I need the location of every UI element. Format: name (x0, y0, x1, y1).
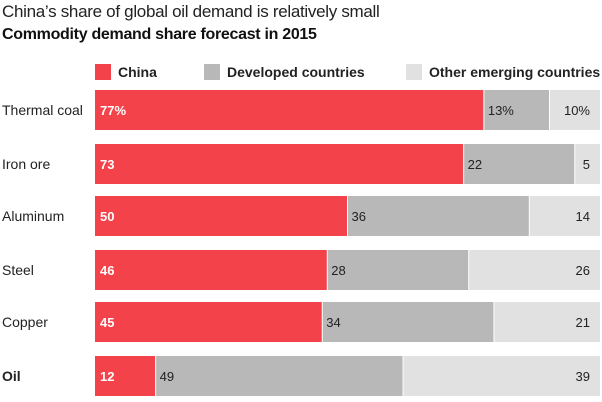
bar-segment-developed (322, 302, 494, 342)
bar-segment-developed (463, 144, 575, 184)
legend-swatch-other (406, 64, 422, 80)
legend-item-developed: Developed countries (204, 64, 365, 80)
bar-segment-other (493, 302, 600, 342)
data-label: 12 (100, 369, 114, 384)
bar-segment-china (95, 90, 484, 130)
bar-segment-developed (483, 90, 550, 130)
bar-segment-developed (155, 356, 404, 396)
bar-segment-developed (327, 250, 469, 290)
data-label: 13% (488, 103, 514, 118)
category-label: Thermal coal (2, 102, 83, 118)
bar-segment-china (95, 196, 348, 236)
data-label: 36 (352, 209, 366, 224)
data-label: 34 (326, 315, 340, 330)
category-label: Oil (2, 368, 21, 384)
data-label: 22 (468, 157, 482, 172)
bar-segment-china (95, 356, 156, 396)
data-label: 49 (160, 369, 174, 384)
data-label: 77% (100, 103, 126, 118)
bar-segment-developed (347, 196, 530, 236)
legend-swatch-developed (204, 64, 220, 80)
legend-label-developed: Developed countries (227, 64, 365, 80)
category-label: Steel (2, 262, 34, 278)
bar-segment-china (95, 302, 323, 342)
data-label: 28 (331, 263, 345, 278)
legend-label-other: Other emerging countries (429, 64, 601, 80)
data-label: 39 (576, 369, 590, 384)
data-label: 45 (100, 315, 114, 330)
category-label: Aluminum (2, 208, 64, 224)
category-label: Iron ore (2, 156, 50, 172)
data-label: 14 (576, 209, 590, 224)
bar-segment-other (529, 196, 600, 236)
legend-swatch-china (95, 64, 111, 80)
legend-item-china: China (95, 64, 157, 80)
chart-subtitle: Commodity demand share forecast in 2015 (2, 26, 317, 43)
bar-segment-other (574, 144, 600, 184)
chart-title: China’s share of global oil demand is re… (2, 2, 380, 21)
bar-segment-china (95, 250, 328, 290)
legend-item-other: Other emerging countries (406, 64, 600, 80)
data-label: 26 (576, 263, 590, 278)
data-label: 73 (100, 157, 114, 172)
legend-label-china: China (118, 64, 157, 80)
bar-segment-other (468, 250, 600, 290)
data-label: 5 (583, 157, 590, 172)
data-label: 21 (576, 315, 590, 330)
bar-segment-other (549, 90, 600, 130)
bar-segment-other (403, 356, 600, 396)
data-label: 50 (100, 209, 114, 224)
bar-segment-china (95, 144, 464, 184)
data-label: 46 (100, 263, 114, 278)
category-label: Copper (2, 314, 48, 330)
data-label: 10% (564, 103, 590, 118)
